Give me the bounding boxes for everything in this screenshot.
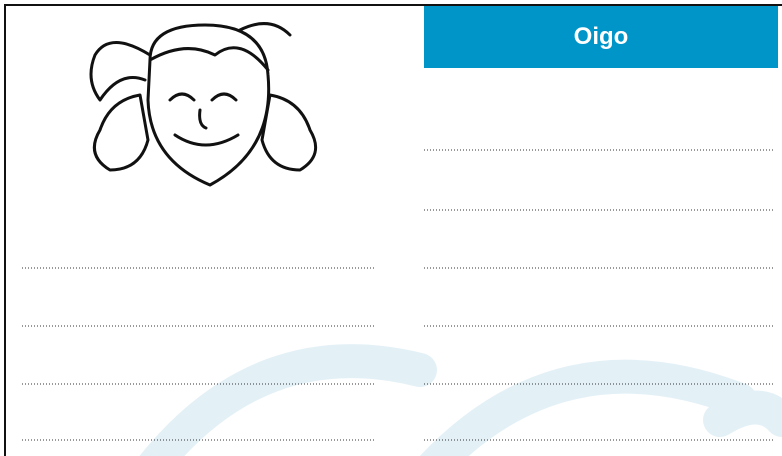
face	[148, 25, 269, 185]
mouth	[175, 135, 238, 145]
watermark-arc	[150, 361, 420, 456]
hair	[150, 48, 268, 70]
watermark-arc	[720, 408, 782, 421]
watermark-arc	[430, 377, 740, 456]
hair-tuft	[240, 24, 290, 35]
writing-lines	[22, 150, 775, 440]
worksheet: Oigo	[0, 0, 782, 456]
page: Oigo (() => { const data = JSON.parse(do…	[0, 0, 782, 456]
ponytail	[91, 43, 150, 101]
nose	[200, 110, 206, 128]
eyes	[170, 94, 236, 100]
left-hand	[94, 95, 148, 170]
header-title: Oigo	[574, 23, 629, 50]
watermark	[150, 361, 782, 456]
illustration	[91, 24, 316, 185]
right-hand	[262, 95, 316, 170]
